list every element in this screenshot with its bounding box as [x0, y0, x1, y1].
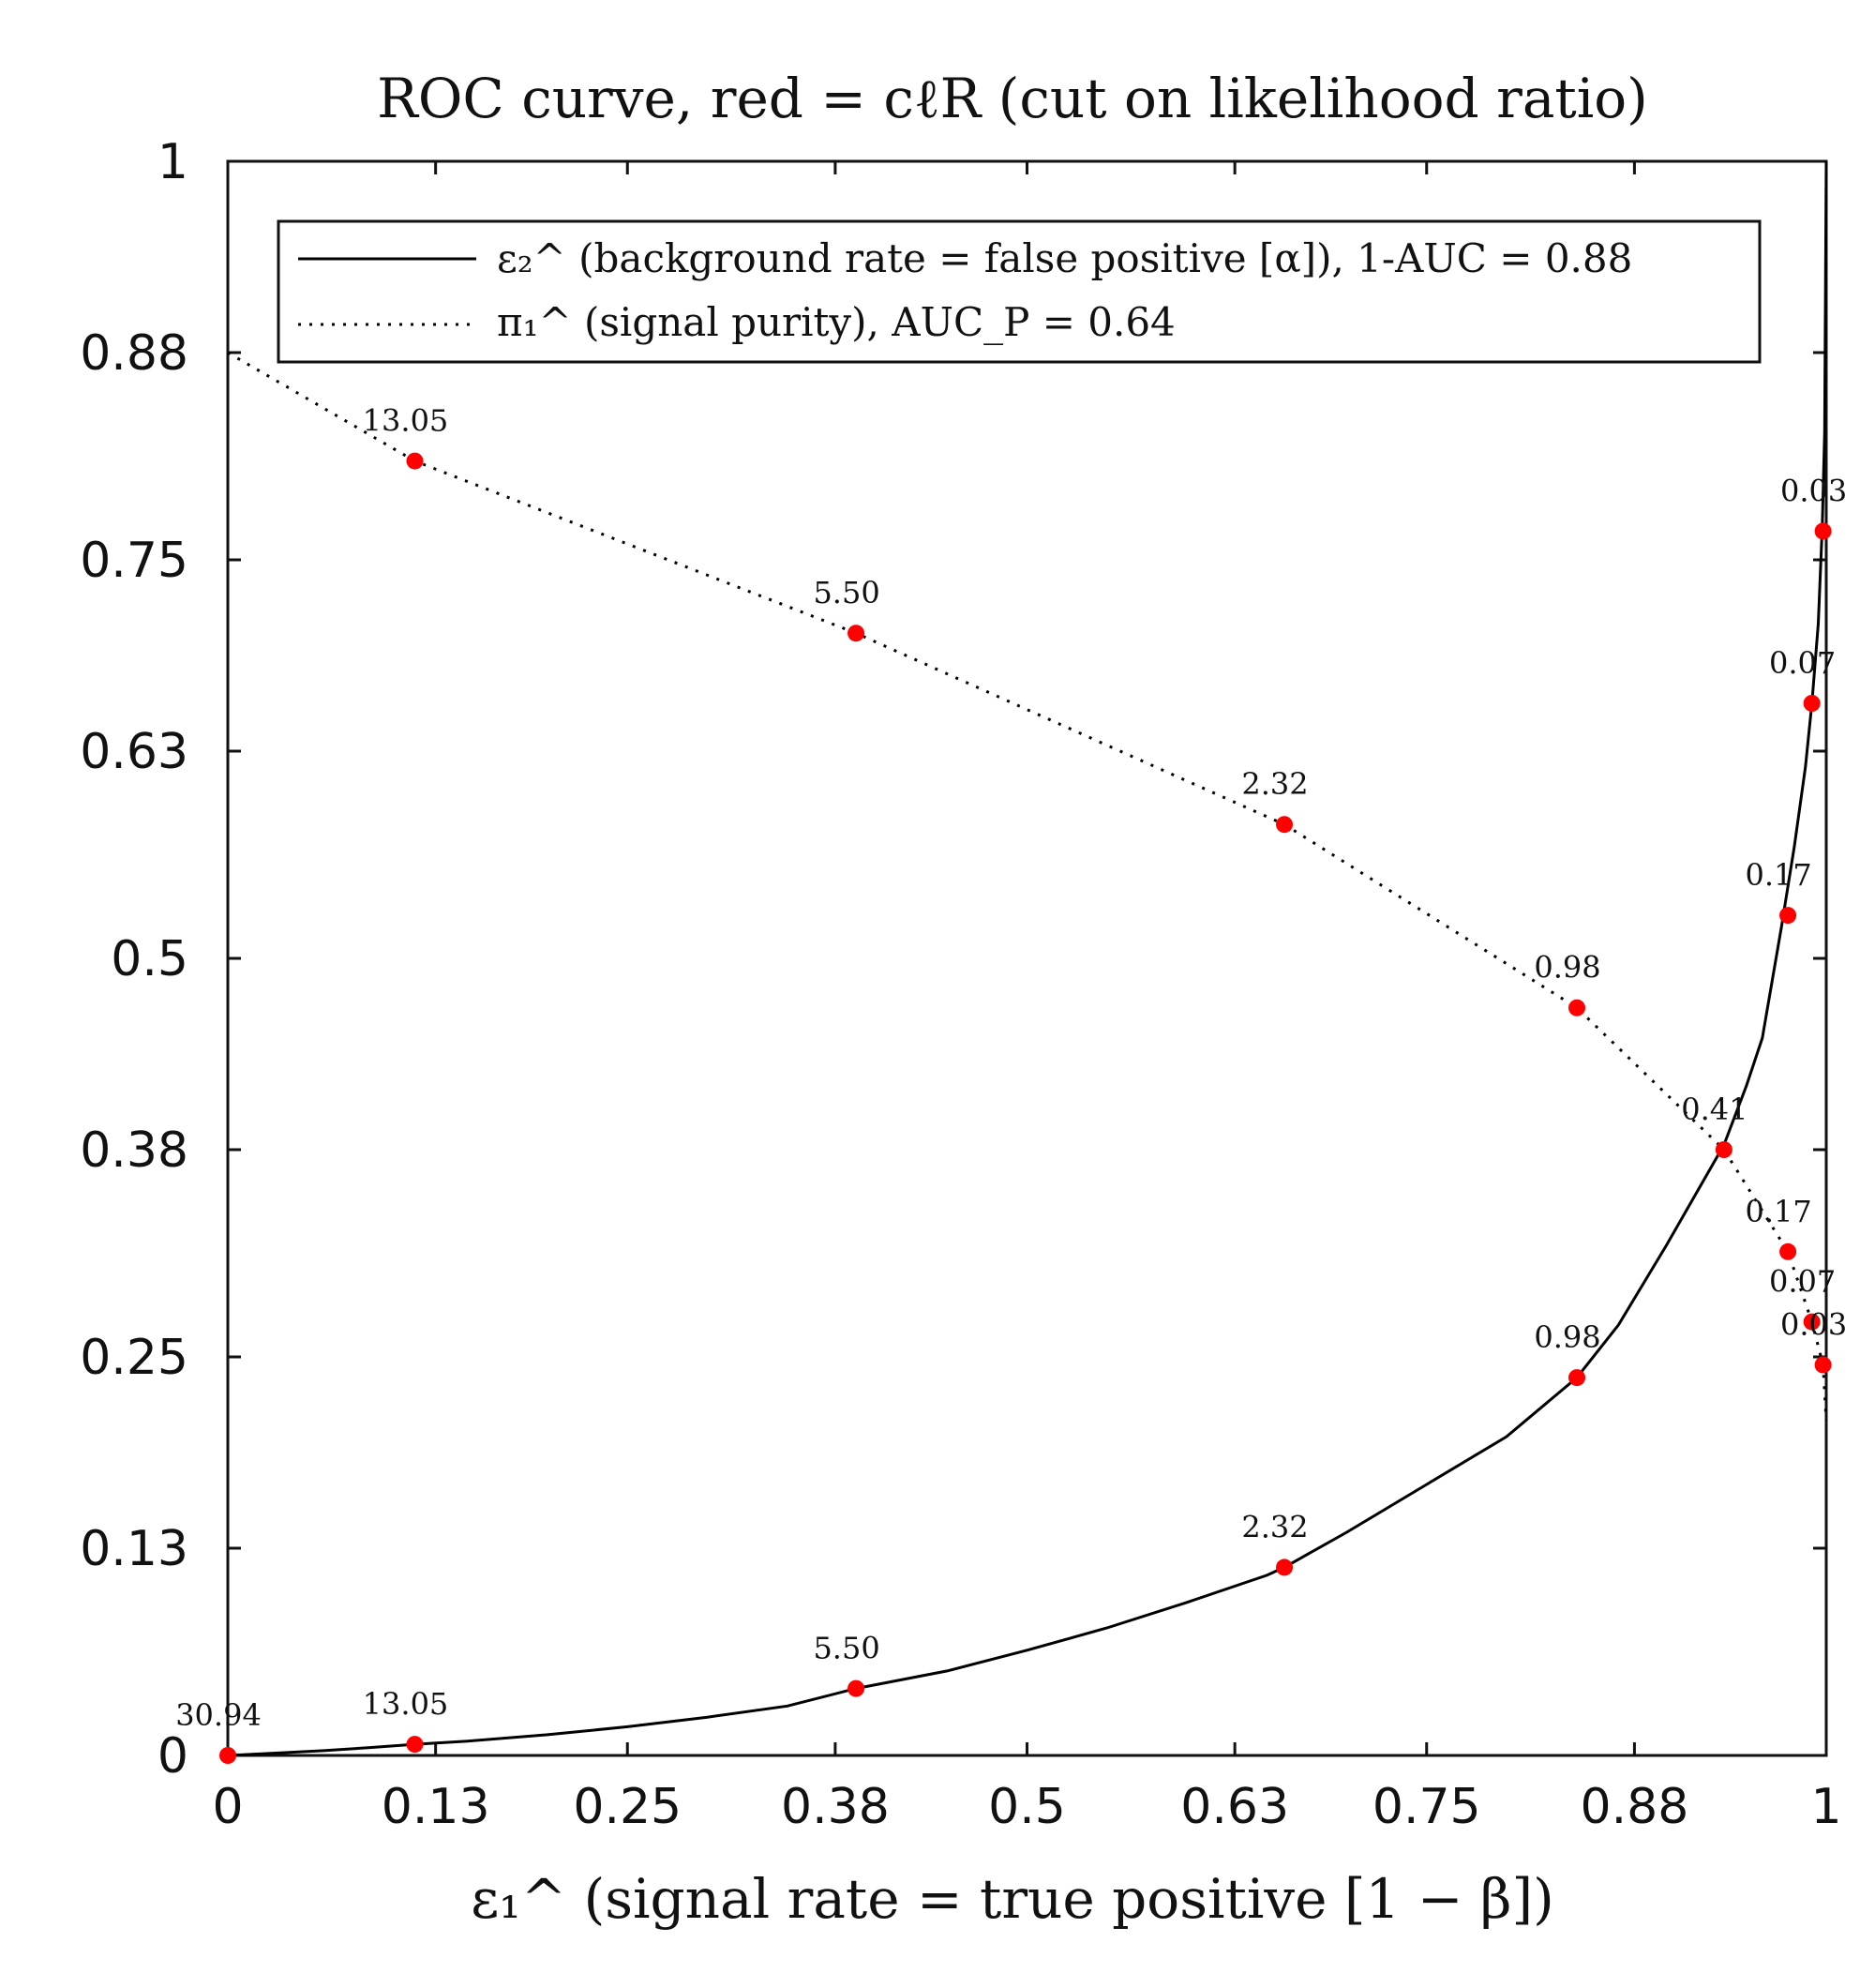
point-label: 0.03 — [1780, 473, 1847, 508]
point-label: 0.03 — [1780, 1307, 1847, 1343]
y-tick-label: 0.25 — [80, 1330, 188, 1386]
marked-point — [1803, 1313, 1821, 1331]
marked-point — [219, 1747, 236, 1764]
point-label: 0.98 — [1534, 950, 1600, 986]
marked-point — [1276, 1559, 1294, 1576]
point-label: 30.94 — [175, 1697, 262, 1733]
x-tick-label: 0.63 — [1180, 1779, 1289, 1835]
y-tick-label: 0.63 — [80, 724, 188, 780]
marked-points: 30.94 13.05 5.50 2.32 0.98 0.41 0.17 0.07 0.03 13… — [175, 403, 1847, 1764]
y-tick-label: 0.88 — [80, 325, 188, 382]
marked-point — [848, 1679, 865, 1697]
x-tick-label: 0.38 — [781, 1779, 890, 1835]
x-tick-label: 1 — [1810, 1779, 1841, 1835]
marked-point — [1779, 1242, 1797, 1260]
series-lines — [227, 160, 1828, 1757]
point-label: 0.17 — [1745, 857, 1811, 893]
point-label: 0.17 — [1745, 1194, 1811, 1229]
x-tick-label: 0.25 — [573, 1779, 682, 1835]
x-axis-label: ε₁^ (signal rate = true positive [1 − β]… — [471, 1867, 1553, 1931]
marked-point — [1715, 1141, 1732, 1158]
y-tick-label: 0.13 — [80, 1521, 188, 1577]
y-tick-label: 0.5 — [111, 931, 188, 987]
marked-point — [1814, 522, 1832, 540]
y-tick-label: 1 — [158, 134, 188, 190]
marked-point — [1779, 907, 1797, 925]
x-tick-label: 0.5 — [988, 1779, 1066, 1835]
legend-entry-purity: π₁^ (signal purity), AUC_P = 0.64 — [497, 299, 1176, 345]
marked-point — [848, 625, 865, 642]
legend-box — [277, 219, 1762, 364]
x-tick-label: 0.88 — [1581, 1779, 1689, 1835]
legend-entry-roc: ε₂^ (background rate = false positive [α… — [497, 235, 1632, 281]
marked-point — [1803, 695, 1821, 712]
signal-purity-line — [227, 351, 1828, 1422]
marked-point — [1814, 1356, 1832, 1374]
background-rate-line — [227, 160, 1828, 1757]
x-tick-label: 0.13 — [382, 1779, 490, 1835]
point-label: 5.50 — [813, 575, 879, 610]
point-label: 0.07 — [1769, 645, 1836, 681]
marked-point — [406, 1736, 424, 1754]
marked-point — [1568, 1369, 1586, 1387]
marked-point — [1276, 816, 1294, 834]
point-label: 5.50 — [813, 1631, 879, 1666]
point-label: 13.05 — [363, 1686, 449, 1722]
x-tick-label: 0 — [212, 1779, 243, 1835]
legend: ε₂^ (background rate = false positive [α… — [277, 219, 1762, 364]
point-label: 0.41 — [1681, 1092, 1748, 1127]
y-tick-label: 0 — [158, 1728, 188, 1785]
axis-ticks: 0 0.13 0.25 0.38 0.5 0.63 0.75 0.88 1 0 0.13 0.25 0.… — [80, 134, 1841, 1835]
marked-point — [406, 452, 424, 470]
y-tick-label: 0.38 — [80, 1122, 188, 1179]
point-label: 0.07 — [1769, 1264, 1836, 1300]
chart-title: ROC curve, red = cℓR (cut on likelihood … — [377, 67, 1648, 130]
point-label: 2.32 — [1241, 766, 1308, 802]
x-tick-label: 0.75 — [1372, 1779, 1481, 1835]
point-label: 2.32 — [1241, 1509, 1308, 1544]
y-tick-label: 0.75 — [80, 533, 188, 589]
marked-point — [1568, 999, 1586, 1017]
point-label: 0.98 — [1534, 1319, 1600, 1355]
point-label: 13.05 — [363, 403, 449, 439]
